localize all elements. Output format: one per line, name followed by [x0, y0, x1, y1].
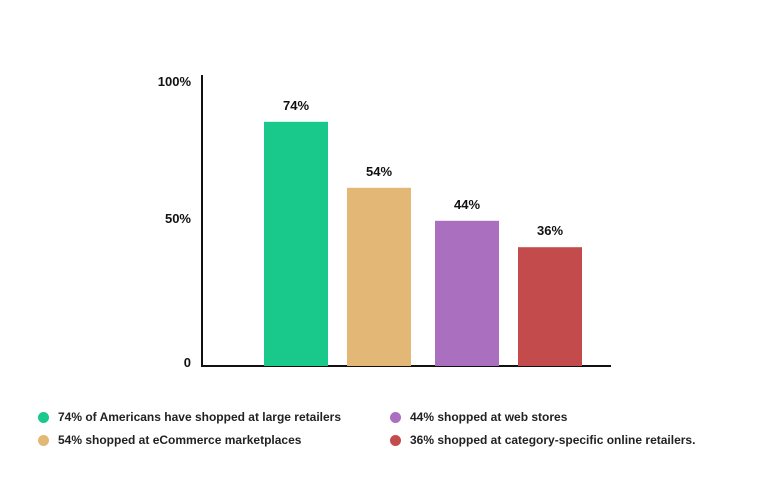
legend-swatch-icon	[38, 434, 49, 446]
legend-swatch-icon	[390, 434, 401, 446]
legend-item-2: 54% shopped at eCommerce marketplaces	[38, 433, 390, 447]
data-labels: 74% 54% 44% 36%	[283, 98, 563, 238]
legend-swatch-icon	[38, 411, 49, 423]
data-label-3: 44%	[454, 197, 480, 212]
bar-1	[264, 121, 328, 366]
bar-2	[347, 187, 411, 366]
legend-label: 74% of Americans have shopped at large r…	[58, 410, 342, 424]
bar-3	[435, 220, 499, 366]
legend: 74% of Americans have shopped at large r…	[38, 410, 758, 447]
legend-label: 44% shopped at web stores	[410, 410, 568, 424]
bar-chart: 0 50% 100% 74% 54% 44% 36%	[158, 74, 611, 370]
data-label-4: 36%	[537, 223, 563, 238]
y-tick-labels: 0 50% 100%	[158, 74, 192, 370]
data-label-1: 74%	[283, 98, 309, 113]
y-tick-label: 50%	[165, 211, 191, 226]
legend-label: 36% shopped at category-specific online …	[410, 433, 696, 447]
y-tick-label: 0	[184, 355, 191, 370]
bar-4	[518, 247, 582, 366]
data-label-2: 54%	[366, 164, 392, 179]
legend-item-4: 36% shopped at category-specific online …	[390, 433, 750, 447]
legend-item-3: 44% shopped at web stores	[390, 410, 750, 424]
legend-label: 54% shopped at eCommerce marketplaces	[58, 433, 302, 447]
legend-item-1: 74% of Americans have shopped at large r…	[38, 410, 390, 424]
y-tick-label: 100%	[158, 74, 192, 89]
bars	[264, 121, 582, 366]
legend-swatch-icon	[390, 411, 401, 423]
